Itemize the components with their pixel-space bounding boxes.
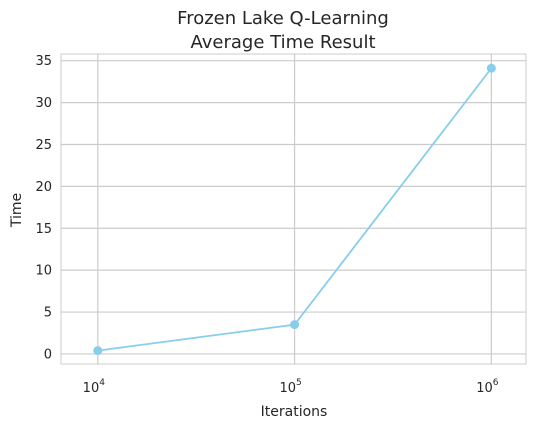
x-tick-label: 106	[476, 378, 499, 396]
x-tick-base: 10	[279, 381, 296, 396]
y-tick-label: 0	[44, 347, 52, 362]
x-tick-base: 10	[83, 381, 100, 396]
x-tick-exponent: 5	[296, 378, 302, 388]
y-tick-label: 25	[35, 138, 52, 153]
x-tick-label: 105	[279, 378, 301, 396]
data-point	[486, 63, 496, 73]
x-tick-exponent: 4	[99, 378, 105, 388]
y-tick-label: 35	[35, 54, 52, 69]
x-tick-labels: 104 105 106	[83, 378, 499, 396]
x-tick-exponent: 6	[493, 378, 499, 388]
y-tick-label: 30	[35, 96, 52, 111]
y-tick-label: 10	[35, 264, 52, 279]
y-tick-label: 20	[35, 180, 52, 195]
x-axis-label: Iterations	[261, 404, 328, 420]
data-point	[290, 320, 300, 330]
data-point	[93, 346, 103, 356]
y-tick-label: 5	[44, 306, 52, 321]
data-series	[93, 63, 496, 356]
x-tick-base: 10	[476, 381, 493, 396]
grid-lines	[61, 54, 526, 364]
y-axis-label: Time	[9, 193, 25, 228]
x-tick-label: 104	[83, 378, 106, 396]
y-tick-labels: 0 5 10 15 20 25 30 35	[35, 54, 52, 362]
chart-title-line-2: Average Time Result	[190, 32, 375, 53]
y-tick-label: 15	[35, 222, 52, 237]
plot-area	[60, 53, 527, 365]
chart-title-line-1: Frozen Lake Q-Learning	[177, 8, 389, 29]
